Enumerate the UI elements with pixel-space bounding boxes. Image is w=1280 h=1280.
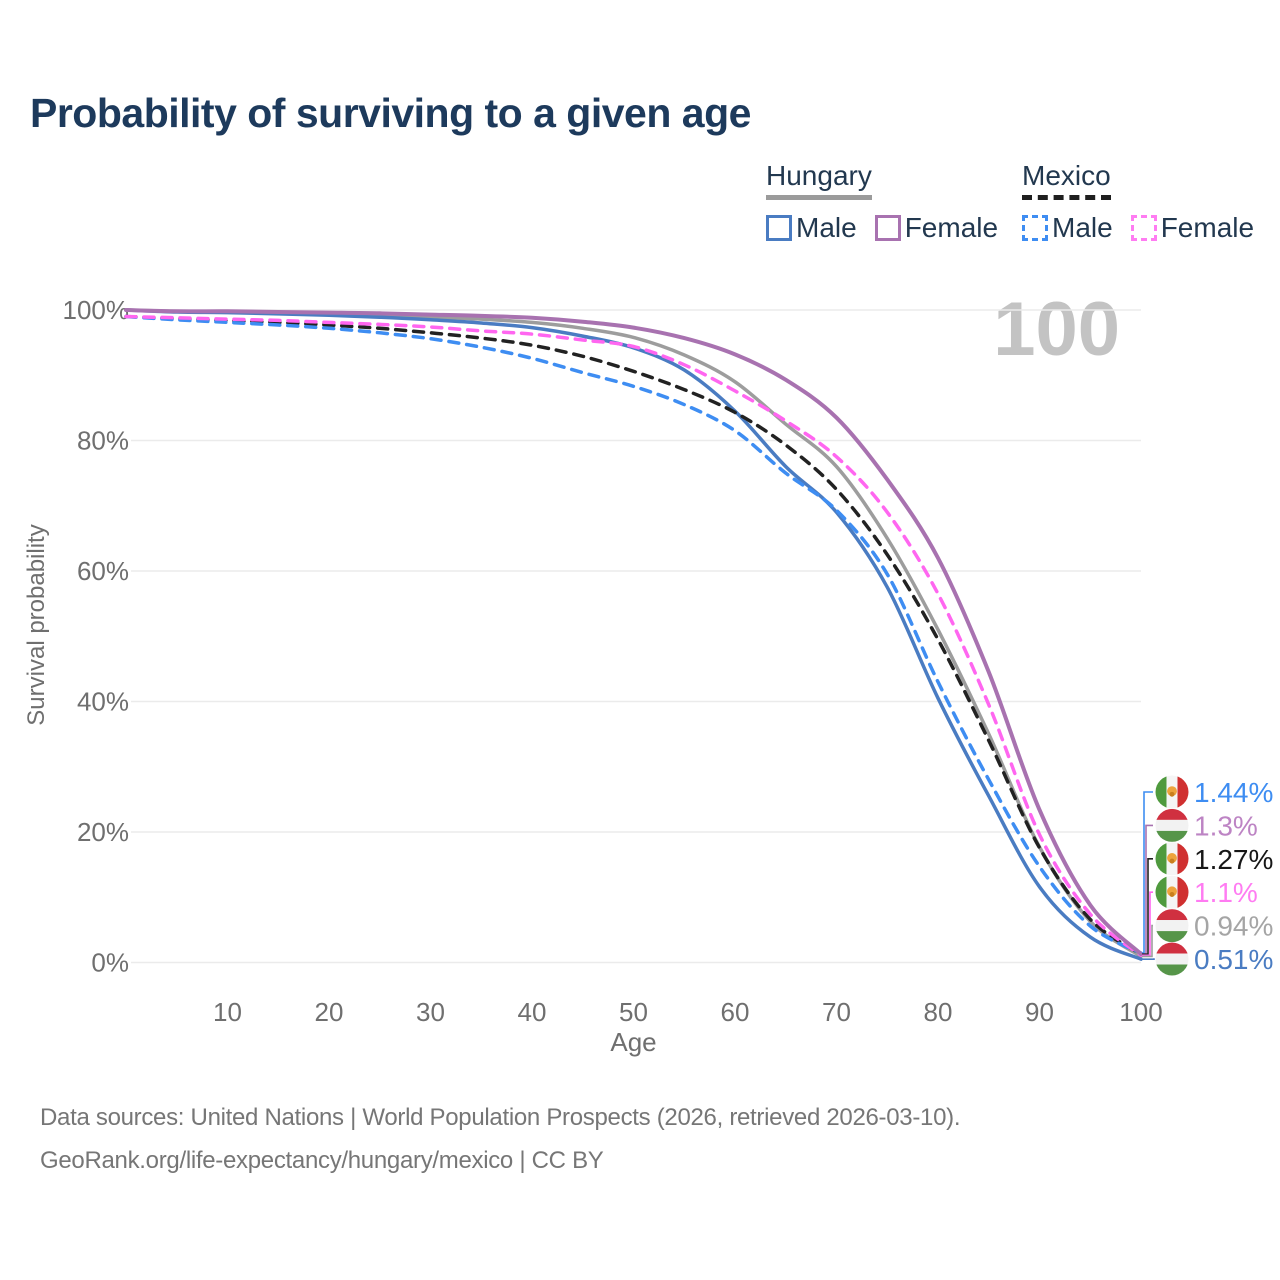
y-tick-label-100%: 100%	[63, 295, 130, 325]
end-label-mexico-male: 1.44%	[1194, 777, 1273, 808]
x-tick-label-70: 70	[822, 997, 851, 1027]
leader-line-mexico-total	[1142, 858, 1153, 955]
curve-hungary-total	[124, 308, 1143, 959]
legend-header-mexico[interactable]: Mexico	[1022, 160, 1111, 200]
mexico-flag-icon	[1155, 775, 1189, 809]
x-tick-label-30: 30	[416, 997, 445, 1027]
end-label-mexico-total: 1.27%	[1194, 844, 1273, 875]
y-tick-label-80%: 80%	[77, 426, 129, 456]
curve-mexico-female	[124, 314, 1143, 958]
x-tick-label-40: 40	[518, 997, 547, 1027]
legend-group-mexico: Mexico Male Female	[1022, 160, 1254, 244]
page-title: Probability of surviving to a given age	[30, 90, 751, 136]
y-tick-label-60%: 60%	[77, 556, 129, 586]
y-tick-label-20%: 20%	[77, 817, 129, 847]
x-tick-label-50: 50	[619, 997, 648, 1027]
x-tick-label-90: 90	[1025, 997, 1054, 1027]
leader-line-mexico-female	[1142, 891, 1153, 957]
hungary-male-swatch-icon	[766, 215, 792, 241]
leader-line-hungary-female	[1142, 824, 1153, 955]
curve-hungary-male	[124, 308, 1143, 961]
y-tick-label-0%: 0%	[91, 948, 129, 978]
legend-item-hungary-female[interactable]: Female	[874, 212, 999, 244]
legend-item-mexico-female[interactable]: Female	[1130, 212, 1255, 244]
x-tick-label-20: 20	[315, 997, 344, 1027]
legend-label-mexico-female: Female	[1160, 212, 1255, 243]
data-sources-text: Data sources: United Nations | World Pop…	[40, 1104, 961, 1131]
leader-line-mexico-male	[1142, 791, 1153, 954]
footer: Data sources: United Nations | World Pop…	[40, 1104, 961, 1190]
legend-item-hungary-male[interactable]: Male	[766, 212, 857, 244]
legend-group-hungary: Hungary Male Female	[766, 160, 998, 244]
y-tick-label-40%: 40%	[77, 687, 129, 717]
x-tick-label-100: 100	[1119, 997, 1162, 1027]
legend-label-hungary-male: Male	[796, 212, 857, 243]
mexico-male-swatch-icon	[1022, 215, 1048, 241]
mexico-flag-icon	[1155, 875, 1189, 909]
end-label-hungary-male: 0.51%	[1194, 944, 1273, 975]
attribution-link-text[interactable]: GeoRank.org/life-expectancy/hungary/mexi…	[40, 1147, 604, 1174]
end-label-hungary-total: 0.94%	[1194, 911, 1273, 942]
hungary-flag-icon	[1155, 909, 1189, 943]
age-watermark: 100	[993, 287, 1120, 372]
hungary-female-swatch-icon	[874, 215, 901, 241]
mexico-flag-icon	[1155, 842, 1189, 876]
mexico-female-swatch-icon	[1130, 215, 1157, 241]
curve-hungary-female	[124, 308, 1143, 956]
hungary-flag-icon	[1155, 808, 1189, 842]
x-tick-label-80: 80	[924, 997, 953, 1027]
legend-header-hungary[interactable]: Hungary	[766, 160, 872, 200]
legend-label-hungary-female: Female	[904, 212, 999, 243]
curve-mexico-male	[124, 314, 1143, 955]
end-label-hungary-female: 1.3%	[1194, 810, 1258, 841]
x-tick-label-60: 60	[721, 997, 750, 1027]
legend-row-hungary: Male Female	[766, 212, 998, 244]
y-axis-title: Survival probability	[23, 524, 50, 725]
hungary-flag-icon	[1155, 942, 1189, 976]
curve-mexico-total	[124, 314, 1143, 956]
leader-line-hungary-total	[1142, 924, 1153, 958]
legend-row-mexico: Male Female	[1022, 212, 1254, 244]
legend-label-mexico-male: Male	[1052, 212, 1113, 243]
x-tick-label-10: 10	[213, 997, 242, 1027]
end-label-mexico-female: 1.1%	[1194, 877, 1258, 908]
legend-item-mexico-male[interactable]: Male	[1022, 212, 1113, 244]
x-axis-title: Age	[610, 1027, 656, 1057]
